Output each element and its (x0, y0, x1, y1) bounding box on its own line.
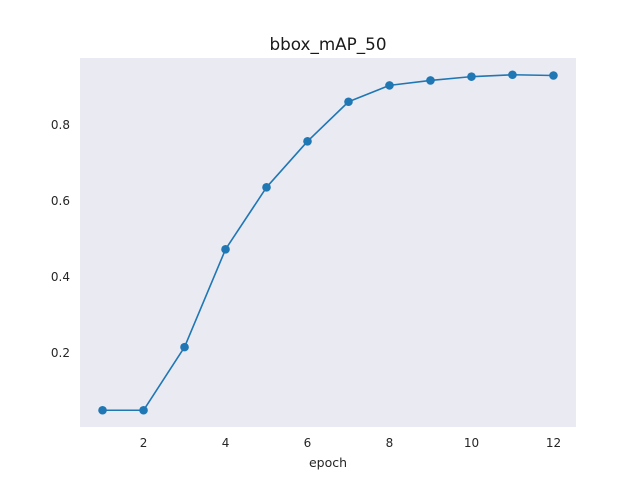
x-tick-label: 6 (304, 436, 312, 450)
series-layer (98, 70, 558, 415)
data-point (549, 71, 558, 80)
x-tick-label: 12 (546, 436, 561, 450)
chart-title: bbox_mAP_50 (269, 34, 386, 55)
data-point (426, 76, 435, 85)
data-point (508, 70, 517, 80)
data-point (303, 137, 312, 146)
data-point (221, 245, 230, 254)
y-tick-label: 0.4 (51, 270, 70, 284)
x-axis-label: epoch (309, 455, 347, 470)
data-point (467, 72, 476, 81)
data-point (139, 405, 148, 415)
x-axis-ticks: 2 4 6 8 10 12 (140, 436, 561, 450)
x-tick-label: 8 (386, 436, 394, 450)
data-point (98, 405, 107, 415)
x-tick-label: 10 (464, 436, 479, 450)
data-point (344, 97, 353, 107)
data-point (385, 81, 394, 90)
y-tick-label: 0.6 (51, 194, 70, 208)
x-tick-label: 4 (222, 436, 230, 450)
series-line (101, 73, 555, 412)
y-tick-label: 0.8 (51, 118, 70, 132)
y-axis-ticks: 0.2 0.4 0.6 0.8 (51, 118, 70, 360)
data-point (262, 183, 271, 192)
x-tick-label: 2 (140, 436, 148, 450)
data-point (180, 342, 189, 352)
plot-area (80, 58, 576, 427)
y-tick-label: 0.2 (51, 346, 70, 360)
